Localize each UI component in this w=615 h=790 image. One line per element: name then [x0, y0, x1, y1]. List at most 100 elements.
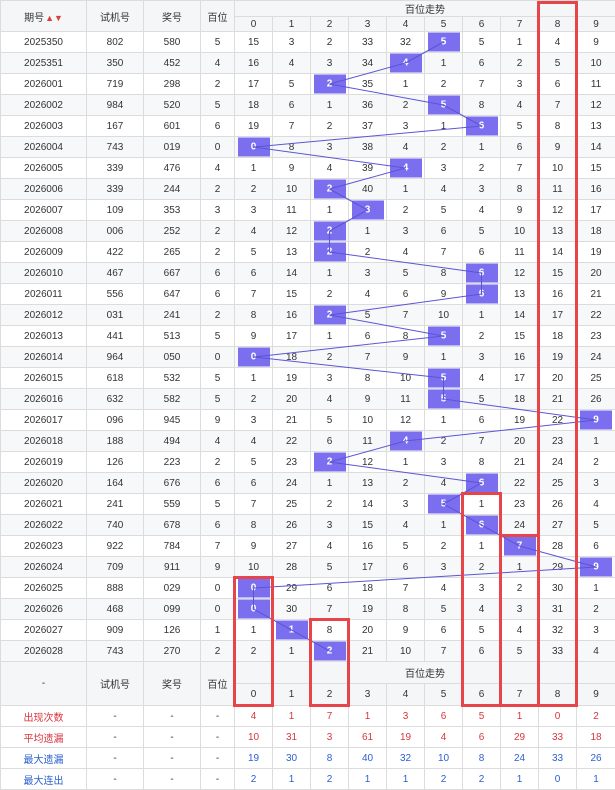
- prize-cell: 559: [144, 494, 201, 515]
- miss-cell: 12: [349, 452, 387, 473]
- miss-cell: 9: [425, 284, 463, 305]
- hit-cell: 5: [425, 32, 463, 53]
- miss-cell: 4: [311, 536, 349, 557]
- miss-value: 7: [289, 121, 295, 132]
- miss-value: 2: [327, 352, 333, 363]
- bai-cell: 0: [201, 599, 235, 620]
- miss-value: 4: [441, 583, 447, 594]
- prize-cell: 223: [144, 452, 201, 473]
- miss-cell: 4: [425, 179, 463, 200]
- hit-cell: 6: [463, 473, 501, 494]
- miss-value: 17: [248, 79, 259, 90]
- miss-cell: 15: [349, 515, 387, 536]
- miss-value: 5: [365, 310, 371, 321]
- miss-cell: 18: [273, 347, 311, 368]
- miss-cell: 1: [387, 179, 425, 200]
- miss-value: 9: [365, 394, 371, 405]
- footer-digit-header-1: 1: [273, 684, 311, 706]
- miss-value: 12: [552, 205, 563, 216]
- stat-value: 40: [349, 748, 387, 769]
- miss-value: 3: [517, 604, 523, 615]
- miss-value: 27: [286, 541, 297, 552]
- hit-ball: 5: [428, 495, 460, 514]
- miss-cell: 4: [311, 389, 349, 410]
- miss-value: 2: [327, 37, 333, 48]
- miss-value: 2: [517, 58, 523, 69]
- miss-value: 7: [441, 247, 447, 258]
- miss-value: 3: [365, 268, 371, 279]
- sort-icon[interactable]: ▲▼: [45, 13, 63, 23]
- prize-cell: 784: [144, 536, 201, 557]
- miss-cell: 11: [387, 389, 425, 410]
- hit-cell: 4: [387, 53, 425, 74]
- prize-cell: 601: [144, 116, 201, 137]
- miss-cell: 18: [577, 221, 615, 242]
- miss-cell: 3: [577, 473, 615, 494]
- miss-value: 10: [400, 646, 411, 657]
- miss-cell: 10: [501, 221, 539, 242]
- miss-value: 5: [479, 625, 485, 636]
- miss-value: 30: [552, 583, 563, 594]
- miss-cell: 3: [311, 515, 349, 536]
- footer-issue: -: [1, 662, 87, 706]
- miss-cell: 2: [501, 578, 539, 599]
- miss-value: 10: [400, 373, 411, 384]
- miss-cell: 4: [425, 578, 463, 599]
- prize-cell: 945: [144, 410, 201, 431]
- miss-value: 5: [441, 205, 447, 216]
- miss-cell: 8: [425, 263, 463, 284]
- digit-header-5: 5: [425, 17, 463, 32]
- miss-value: 2: [403, 478, 409, 489]
- hit-cell: 5: [425, 389, 463, 410]
- stat-dash: -: [201, 706, 235, 727]
- miss-cell: 4: [463, 200, 501, 221]
- miss-value: 2: [593, 604, 599, 615]
- miss-cell: 4: [235, 431, 273, 452]
- miss-cell: 24: [577, 347, 615, 368]
- miss-cell: 5: [539, 53, 577, 74]
- stat-value: 1: [501, 769, 539, 790]
- miss-cell: 25: [273, 494, 311, 515]
- prize-cell: 520: [144, 95, 201, 116]
- stat-value: 29: [501, 727, 539, 748]
- miss-value: 1: [441, 121, 447, 132]
- miss-cell: 36: [349, 95, 387, 116]
- miss-cell: 25: [577, 368, 615, 389]
- miss-value: 10: [514, 226, 525, 237]
- bai-cell: 2: [201, 242, 235, 263]
- miss-cell: 7: [501, 158, 539, 179]
- miss-value: 9: [403, 352, 409, 363]
- issue-cell: 2026020: [1, 473, 87, 494]
- miss-value: 22: [552, 415, 563, 426]
- miss-cell: 20: [501, 431, 539, 452]
- miss-value: 29: [286, 583, 297, 594]
- issue-header[interactable]: 期号▲▼: [1, 1, 87, 32]
- miss-value: 13: [514, 289, 525, 300]
- miss-cell: 8: [539, 116, 577, 137]
- issue-cell: 2026022: [1, 515, 87, 536]
- hit-ball: 5: [428, 327, 460, 346]
- miss-cell: 9: [501, 200, 539, 221]
- test-cell: 339: [87, 158, 144, 179]
- hit-cell: 6: [463, 116, 501, 137]
- miss-cell: 17: [501, 368, 539, 389]
- miss-value: 10: [590, 58, 601, 69]
- miss-cell: 23: [539, 431, 577, 452]
- miss-cell: 2: [311, 284, 349, 305]
- bai-cell: 5: [201, 389, 235, 410]
- bai-cell: 2: [201, 452, 235, 473]
- miss-value: 1: [365, 226, 371, 237]
- miss-cell: 11: [349, 431, 387, 452]
- stat-dash: -: [144, 769, 201, 790]
- miss-cell: 2: [577, 599, 615, 620]
- miss-value: 21: [286, 415, 297, 426]
- miss-cell: 22: [501, 473, 539, 494]
- miss-value: 10: [362, 415, 373, 426]
- miss-value: 4: [403, 247, 409, 258]
